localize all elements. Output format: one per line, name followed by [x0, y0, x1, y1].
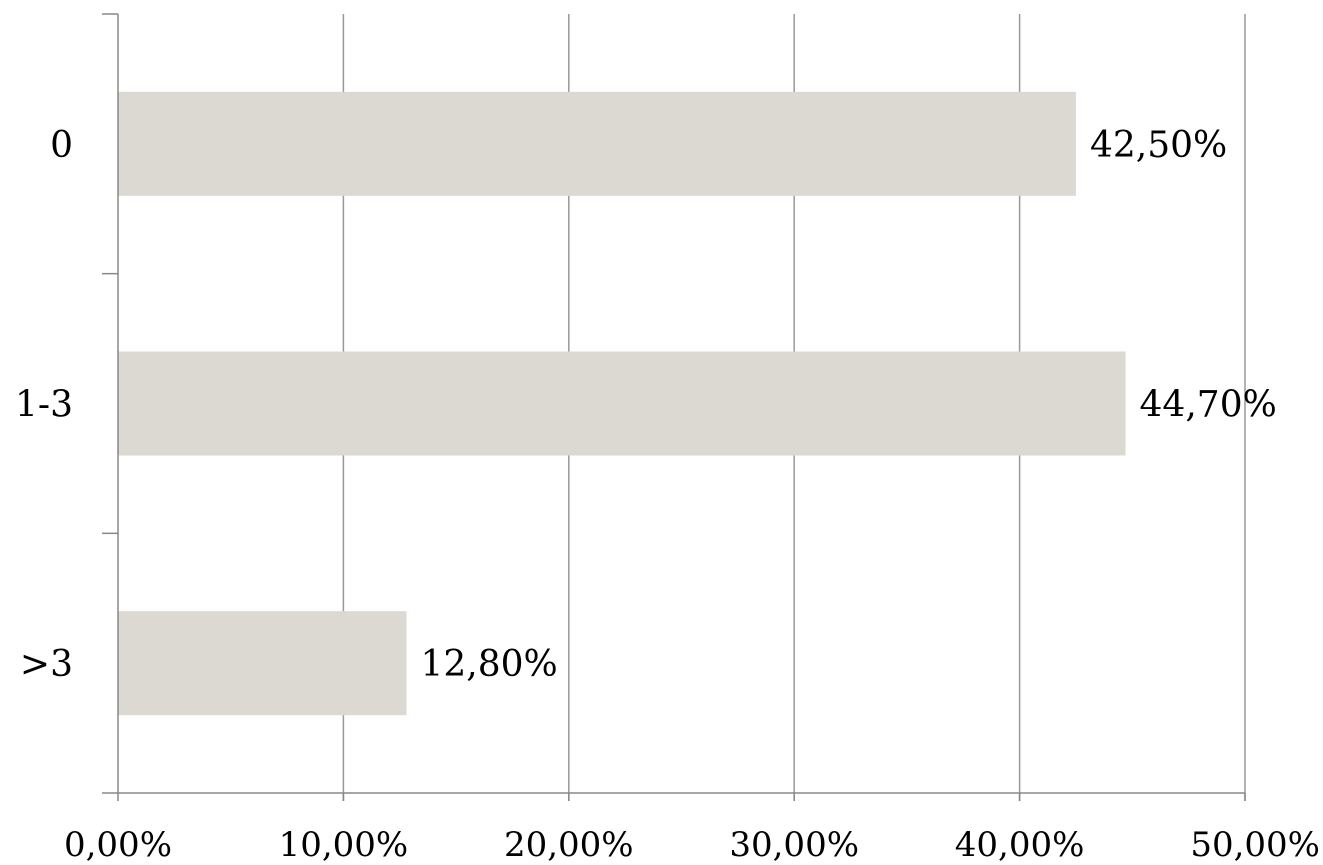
bar-1 [118, 351, 1126, 456]
bar-2 [118, 611, 407, 716]
bar-0 [118, 91, 1076, 196]
x-tick-label-5: 50,00% [1190, 825, 1320, 865]
x-tick-label-1: 10,00% [279, 825, 409, 865]
data-label-2: 12,80% [421, 644, 558, 685]
data-label-1: 44,70% [1140, 385, 1277, 426]
bars [118, 91, 1126, 716]
labels: 42,50% 44,70% 12,80% 0 1-3 >3 0,00% 10,00% 20,00… [15, 125, 1320, 865]
data-label-0: 42,50% [1090, 125, 1227, 166]
category-label-2: >3 [20, 644, 73, 685]
x-tick-label-2: 20,00% [504, 825, 634, 865]
axes [102, 13, 1246, 801]
x-tick-label-4: 40,00% [955, 825, 1085, 865]
x-tick-label-3: 30,00% [729, 825, 859, 865]
x-tick-label-0: 0,00% [64, 825, 172, 865]
category-label-1: 1-3 [15, 385, 73, 426]
category-label-0: 0 [50, 125, 73, 166]
